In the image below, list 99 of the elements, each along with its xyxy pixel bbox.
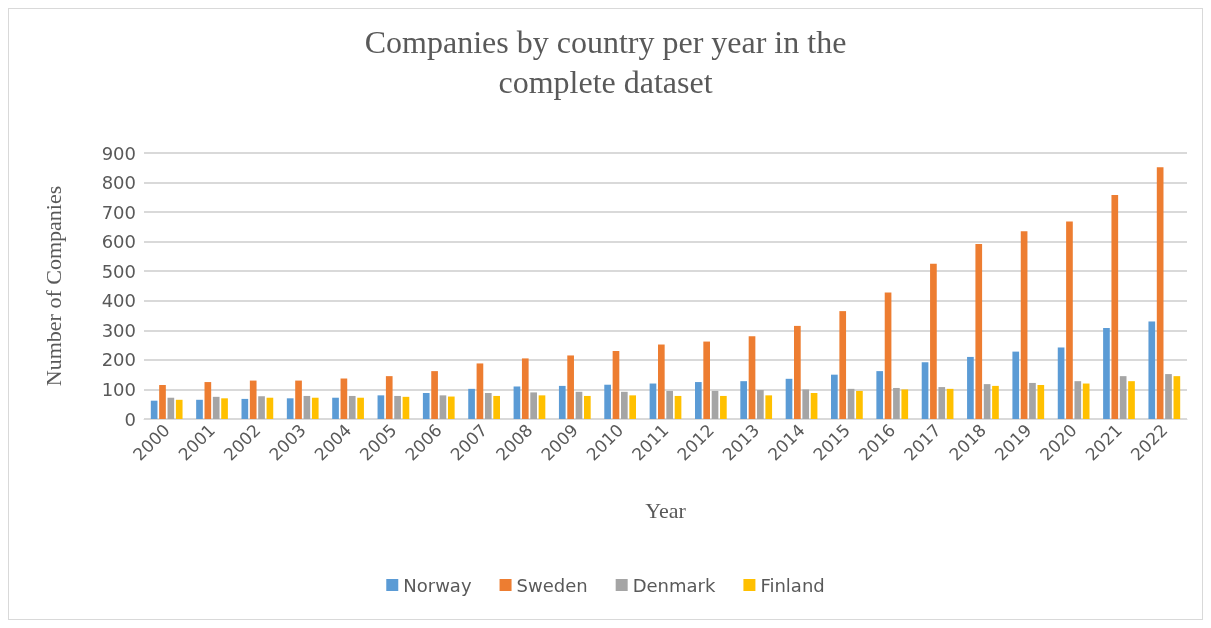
bar <box>831 374 838 419</box>
bar <box>394 395 401 419</box>
bar <box>876 371 884 419</box>
bar <box>975 244 983 419</box>
y-tick-label: 200 <box>101 349 136 371</box>
bar <box>1057 347 1065 419</box>
bar <box>1066 221 1073 419</box>
y-tick-label: 300 <box>101 319 136 341</box>
bar <box>1165 374 1172 419</box>
bar <box>666 390 674 419</box>
bar <box>249 380 257 419</box>
bar <box>332 397 339 419</box>
bar <box>431 371 438 419</box>
bar <box>992 385 999 419</box>
bar <box>765 395 773 419</box>
bar <box>583 395 591 419</box>
bar <box>311 397 319 419</box>
bar <box>476 363 484 419</box>
y-tick-label: 600 <box>101 231 136 253</box>
y-tick-label: 800 <box>101 172 136 194</box>
bar <box>286 398 294 419</box>
bar <box>196 399 203 419</box>
bar <box>348 395 356 419</box>
bar <box>241 398 249 419</box>
bar <box>295 380 302 419</box>
bar <box>930 263 937 419</box>
bar <box>530 392 537 419</box>
bar <box>794 325 801 419</box>
y-tick-label: 400 <box>101 290 136 312</box>
bar <box>422 392 430 419</box>
bar <box>967 356 974 419</box>
bar <box>810 392 818 419</box>
bar <box>221 398 228 419</box>
bar <box>893 387 900 419</box>
bar <box>1082 383 1090 419</box>
bar <box>357 397 364 419</box>
bar <box>901 389 909 419</box>
bar <box>839 311 847 419</box>
bar <box>1128 381 1135 419</box>
bar <box>612 351 620 419</box>
bar <box>921 362 929 419</box>
legend-label: Finland <box>760 574 825 596</box>
bar <box>1148 321 1156 419</box>
bar <box>720 395 727 419</box>
bar <box>1156 167 1164 419</box>
bar <box>946 388 954 419</box>
bar <box>493 395 500 419</box>
bar <box>468 388 475 419</box>
bar <box>513 386 521 419</box>
bar <box>385 376 393 419</box>
bar <box>802 389 810 419</box>
bar <box>856 390 863 419</box>
bar <box>629 395 637 419</box>
bar <box>757 390 764 419</box>
bar <box>1037 385 1045 419</box>
bar <box>377 395 385 419</box>
bar <box>748 336 756 419</box>
bar <box>938 387 946 419</box>
bar <box>258 396 265 419</box>
bar <box>694 382 702 419</box>
bar <box>1111 194 1119 419</box>
bar <box>1020 231 1028 419</box>
bar <box>1173 376 1181 419</box>
y-axis-title: Number of Companies <box>40 185 66 387</box>
bar <box>740 381 748 419</box>
bar <box>1074 381 1082 419</box>
y-tick-label: 100 <box>101 378 136 400</box>
bar <box>1119 376 1127 419</box>
bar <box>538 395 546 419</box>
y-tick-label: 500 <box>101 260 136 282</box>
y-tick-label: 700 <box>101 201 136 223</box>
legend-label: Norway <box>403 574 472 596</box>
bar <box>703 341 711 419</box>
bar <box>983 384 991 419</box>
bar <box>558 385 566 419</box>
bar <box>674 395 682 419</box>
bar <box>1103 327 1110 419</box>
y-tick-label: 900 <box>101 142 136 164</box>
bar <box>567 355 574 419</box>
chart-title: Companies by country per year in the complete dataset <box>364 24 847 100</box>
bar <box>175 399 183 419</box>
bar <box>484 392 492 419</box>
bar <box>1029 382 1036 419</box>
bar <box>159 385 166 419</box>
legend-label: Sweden <box>516 574 588 596</box>
bar <box>204 382 212 419</box>
bar <box>657 344 665 419</box>
bar <box>847 388 855 419</box>
y-tick-label: 0 <box>124 408 136 430</box>
x-axis-title: Year <box>645 497 687 523</box>
bar <box>1012 351 1020 419</box>
bar <box>303 395 311 419</box>
bar <box>212 396 220 419</box>
bar <box>521 358 529 419</box>
legend-label: Denmark <box>632 574 716 596</box>
bar <box>439 395 447 419</box>
bar <box>620 391 628 419</box>
bar <box>447 396 455 419</box>
bar <box>604 384 611 419</box>
